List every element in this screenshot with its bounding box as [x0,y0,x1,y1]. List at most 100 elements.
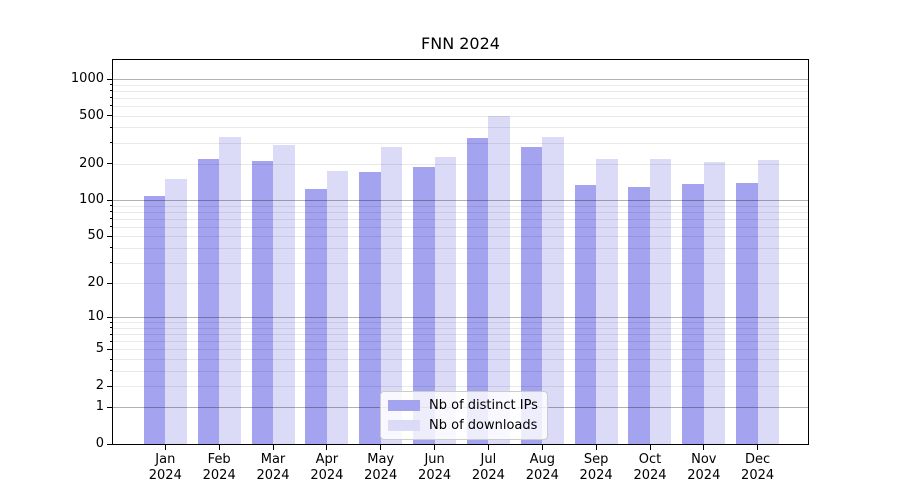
legend-label: Nb of downloads [429,418,538,433]
y-tick-mark [107,316,112,318]
y-tick-label: 1 [95,399,104,415]
x-tick-mark [272,445,274,450]
x-tick-month: Jul [480,452,497,467]
y-tick-mark [107,115,112,117]
x-tick-month: May [367,452,395,467]
x-tick-year: 2024 [202,468,236,483]
bar-downloads-jan [165,178,187,444]
x-tick-label: Nov 2024 [661,452,747,484]
bar-downloads-feb [219,136,241,444]
plot-area [112,59,809,445]
bar-distinct-ips-feb [197,158,220,444]
y-tick-mark [107,406,112,408]
bar-downloads-oct [649,158,672,444]
y-minor-tick-mark [110,105,113,107]
bar-distinct-ips-aug [520,146,543,444]
y-tick-mark [107,78,112,80]
x-tick-mark [649,445,651,450]
y-tick-label: 5 [95,341,104,357]
x-tick-label: May 2024 [338,452,424,484]
x-tick-mark [703,445,705,450]
x-tick-label: Oct 2024 [607,452,693,484]
x-tick-label: Jul 2024 [445,452,531,484]
y-minor-tick-mark [110,226,113,228]
legend-item-downloads: Nb of downloads [388,417,538,434]
y-minor-tick-mark [110,370,113,372]
y-tick-mark [107,199,112,201]
y-minor-tick-mark [110,340,113,342]
y-minor-tick-mark [110,218,113,220]
legend: Nb of distinct IPs Nb of downloads [380,391,548,440]
y-tick-label: 200 [79,155,104,171]
y-minor-tick-mark [110,97,113,99]
y-minor-tick-mark [110,126,113,128]
bars-layer [113,60,808,444]
y-tick-mark [107,282,112,284]
x-tick-label: Dec 2024 [715,452,801,484]
bar-distinct-ips-may [359,172,381,444]
x-tick-label: Jun 2024 [392,452,478,484]
x-tick-label: Sep 2024 [553,452,639,484]
x-tick-month: Jan [155,452,176,467]
y-tick-label: 20 [87,275,104,291]
bar-distinct-ips-dec [736,182,758,444]
bar-distinct-ips-jun [413,166,435,444]
x-tick-mark [434,445,436,450]
bar-downloads-sep [596,159,618,444]
x-tick-mark [595,445,597,450]
x-tick-year: 2024 [364,468,398,483]
y-tick-label: 100 [79,192,104,208]
x-tick-month: Jun [424,452,445,467]
x-tick-year: 2024 [418,468,452,483]
y-minor-tick-mark [110,321,113,323]
y-minor-tick-mark [110,333,113,335]
y-minor-tick-mark [110,142,113,143]
y-tick-label: 10 [87,309,104,325]
x-tick-mark [164,445,166,450]
x-tick-year: 2024 [310,468,344,483]
bar-distinct-ips-jul [466,137,489,444]
bar-distinct-ips-jan [143,195,166,444]
legend-swatch-distinct-ips [388,400,420,411]
x-tick-month: Aug [529,452,555,467]
x-tick-month: Dec [745,452,771,467]
x-tick-mark [487,445,489,450]
y-tick-mark [107,163,112,165]
x-tick-label: Aug 2024 [499,452,585,484]
y-tick-mark [107,385,112,387]
x-tick-label: Apr 2024 [284,452,370,484]
y-minor-tick-mark [110,247,113,249]
legend-label: Nb of distinct IPs [429,398,538,413]
x-tick-mark [380,445,382,450]
bar-distinct-ips-oct [628,187,650,444]
x-tick-month: Nov [691,452,717,467]
legend-swatch-downloads [388,420,420,431]
bar-downloads-nov [703,161,726,444]
y-tick-mark [107,348,112,350]
x-tick-year: 2024 [525,468,559,483]
y-tick-label: 500 [79,107,104,123]
bar-downloads-jun [434,156,457,444]
chart-title: FNN 2024 [421,34,500,53]
y-tick-mark [107,443,112,445]
bar-downloads-mar [273,145,295,444]
y-minor-tick-mark [110,84,113,86]
x-tick-label: Mar 2024 [230,452,316,484]
bar-distinct-ips-mar [251,160,273,444]
x-tick-mark [541,445,543,450]
x-tick-year: 2024 [633,468,667,483]
bar-downloads-dec [757,160,780,444]
y-minor-tick-mark [110,262,113,264]
y-minor-tick-mark [110,327,113,329]
bar-distinct-ips-apr [305,188,327,444]
x-tick-label: Feb 2024 [176,452,262,484]
x-tick-mark [757,445,759,450]
x-tick-month: Apr [315,452,339,467]
x-tick-month: Oct [638,452,662,467]
y-minor-tick-mark [110,90,113,92]
bar-distinct-ips-nov [682,184,704,444]
bar-downloads-may [380,147,403,444]
y-minor-tick-mark [110,205,113,207]
x-tick-month: Mar [260,452,286,467]
y-tick-label: 2 [95,378,104,393]
